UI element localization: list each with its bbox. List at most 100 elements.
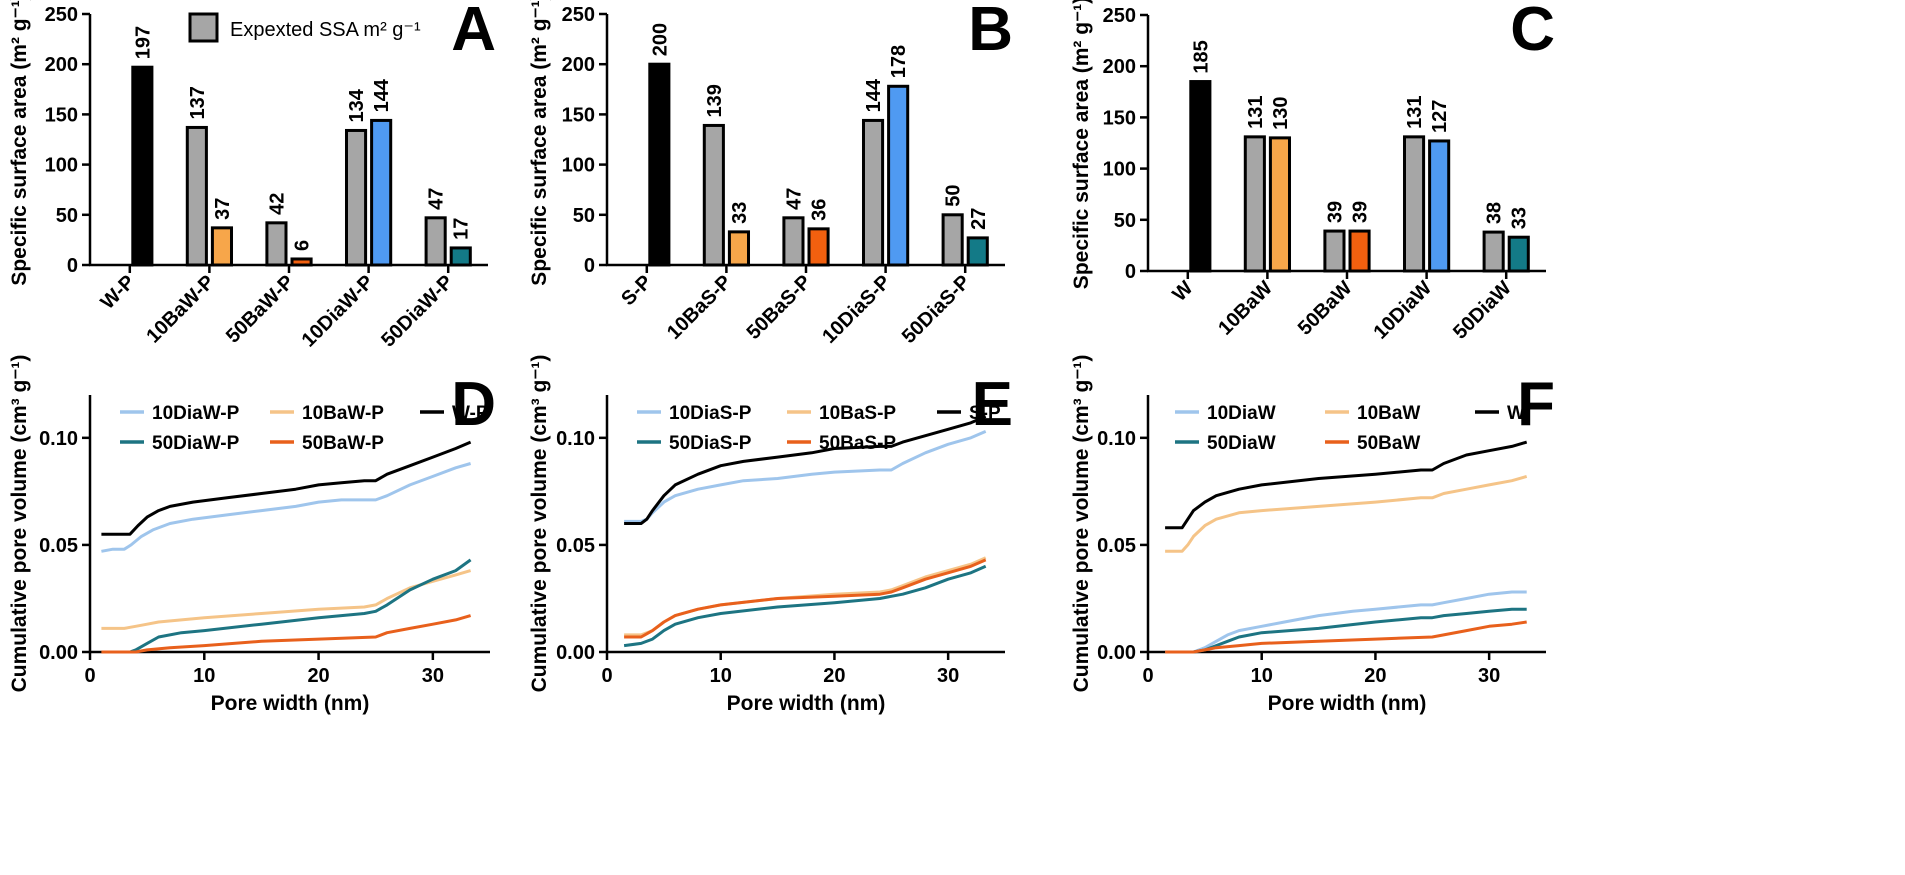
series-line-10DiaW <box>1165 590 1527 654</box>
y-axis-label: Cumulative pore volume (cm³ g⁻¹) <box>1070 355 1093 693</box>
y-tick-label: 250 <box>45 4 78 26</box>
legend-swatch <box>188 12 219 43</box>
bar-measured <box>966 236 989 267</box>
x-tick-label: 50BaS-P <box>743 271 816 344</box>
y-tick-label: 0.05 <box>39 535 78 557</box>
y-tick-label: 0.10 <box>1097 428 1136 450</box>
y-tick-label: 200 <box>562 54 595 76</box>
x-tick-label: 30 <box>422 665 444 687</box>
bar-value-label: 144 <box>863 78 885 112</box>
panel-letter: A <box>451 0 496 64</box>
x-tick-label: 50DiaS-P <box>898 271 975 348</box>
series-line-W-P <box>101 440 472 536</box>
x-axis-label: Pore width (nm) <box>727 692 886 715</box>
y-axis-label: Specific surface area (m² g⁻¹) <box>8 0 31 286</box>
series-line-50DiaS-P <box>623 564 987 648</box>
x-tick-label: 10DiaW <box>1369 277 1436 344</box>
x-tick-label: 10BaS-P <box>663 271 736 344</box>
bar-value-label: 200 <box>649 23 671 56</box>
y-axis-label: Cumulative pore volume (cm³ g⁻¹) <box>8 355 31 693</box>
legend-label: 10DiaS-P <box>669 403 752 424</box>
y-tick-label: 100 <box>562 155 595 177</box>
x-tick-label: 0 <box>1142 665 1153 687</box>
bar-measured <box>131 65 154 267</box>
bar-value-label: 47 <box>426 188 448 210</box>
bar-value-label: 134 <box>346 88 368 122</box>
x-tick-label: 10DiaS-P <box>818 271 895 348</box>
bar-value-label: 33 <box>729 202 751 224</box>
x-tick-label: 20 <box>823 665 845 687</box>
y-tick-label: 0.00 <box>39 642 78 664</box>
bar-value-label: 27 <box>968 208 990 230</box>
series-line-10BaW-P <box>101 569 472 630</box>
y-tick-label: 0.00 <box>1097 642 1136 664</box>
y-tick-label: 50 <box>1114 210 1136 232</box>
bar-value-label: 197 <box>132 26 154 59</box>
bar-expected <box>424 216 447 267</box>
x-tick-label: 50BaW-P <box>222 271 299 348</box>
x-tick-label: 50BaW <box>1294 277 1357 340</box>
bar-value-label: 39 <box>1350 201 1372 223</box>
bar-measured <box>1507 235 1530 273</box>
x-tick-label: 20 <box>307 665 329 687</box>
bar-expected <box>702 123 725 267</box>
bar-value-label: 144 <box>371 78 393 112</box>
x-tick-label: 30 <box>1478 665 1500 687</box>
y-tick-label: 250 <box>1103 5 1136 27</box>
x-tick-label: 10 <box>710 665 732 687</box>
series-line-10BaW <box>1165 474 1528 553</box>
bar-value-label: 42 <box>266 193 288 215</box>
bar-value-label: 185 <box>1190 40 1212 73</box>
x-tick-label: 10BaW <box>1214 277 1277 340</box>
bar-measured <box>727 230 751 267</box>
legend-label: 10BaW <box>1357 403 1420 424</box>
legend-label: W-P <box>452 403 489 424</box>
series-line-50DiaW-P <box>101 558 472 654</box>
y-tick-label: 150 <box>45 104 78 126</box>
panel-letter: B <box>968 0 1013 64</box>
x-tick-label: 10 <box>193 665 215 687</box>
y-tick-label: 200 <box>1103 56 1136 78</box>
bar-expected <box>941 213 964 267</box>
y-tick-label: 0 <box>67 255 78 277</box>
bar-value-label: 37 <box>212 198 234 220</box>
x-axis-label: Pore width (nm) <box>211 692 370 715</box>
series-line-50BaW <box>1165 620 1527 654</box>
bar-value-label: 17 <box>451 218 473 240</box>
bar-value-label: 39 <box>1324 201 1346 223</box>
legend-label: 10DiaW <box>1207 403 1276 424</box>
y-tick-label: 0.10 <box>556 428 595 450</box>
bar-expected <box>344 128 368 267</box>
bar-value-label: 36 <box>809 199 831 221</box>
bar-expected <box>861 118 885 267</box>
panel-B: 0 50 100 150 200 250 Specific surface area (m²… <box>528 0 1013 348</box>
legend-label: W <box>1507 403 1525 424</box>
bar-value-label: 38 <box>1484 202 1506 224</box>
y-tick-label: 100 <box>45 155 78 177</box>
bar-expected <box>1402 135 1426 273</box>
bar-expected <box>185 125 208 267</box>
x-tick-label: 0 <box>84 665 95 687</box>
bar-measured <box>648 62 671 267</box>
bar-measured <box>1189 80 1212 273</box>
bar-measured <box>887 84 910 267</box>
bar-value-label: 131 <box>1245 95 1267 128</box>
y-axis-label: Specific surface area (m² g⁻¹) <box>528 0 551 286</box>
bar-expected <box>1243 135 1266 273</box>
bar-value-label: 137 <box>187 86 209 119</box>
bar-value-label: 6 <box>292 240 314 251</box>
bar-value-label: 130 <box>1270 97 1292 130</box>
y-axis-label: Specific surface area (m² g⁻¹) <box>1070 0 1093 289</box>
bar-measured <box>1348 229 1371 273</box>
series-line-W <box>1165 440 1528 530</box>
x-tick-label: 10BaW-P <box>142 271 219 348</box>
bar-measured <box>449 246 472 267</box>
bar-value-label: 47 <box>783 188 805 210</box>
bar-measured <box>1268 136 1292 273</box>
x-tick-label: W-P <box>97 271 140 314</box>
legend-label: 10BaS-P <box>819 403 896 424</box>
bar-expected <box>1323 229 1346 273</box>
